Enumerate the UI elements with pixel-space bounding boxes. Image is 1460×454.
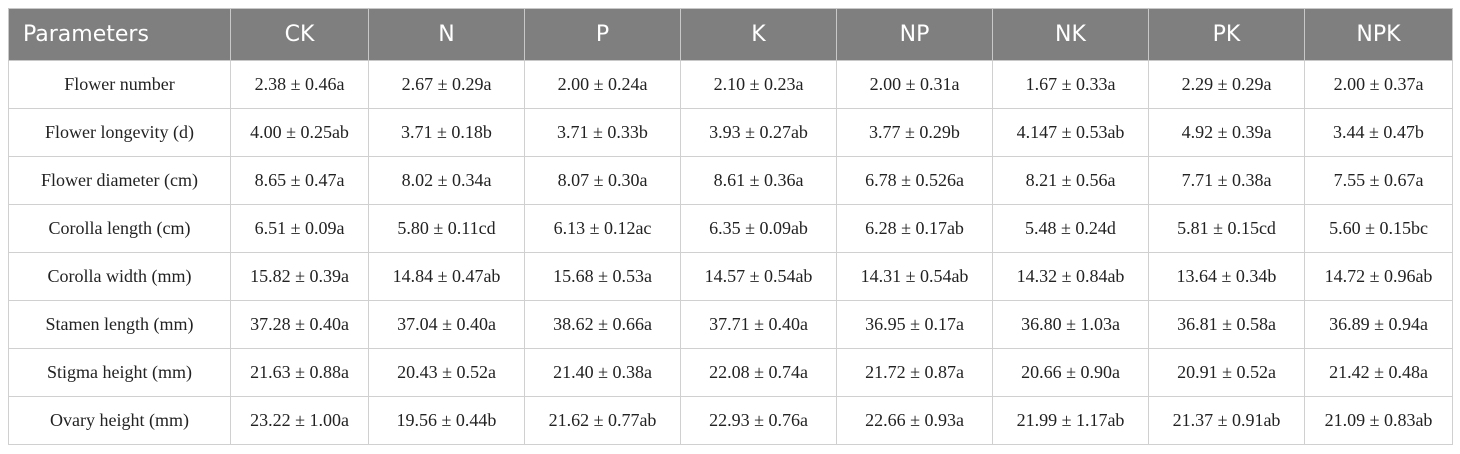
table-body: Flower number 2.38 ± 0.46a 2.67 ± 0.29a 2.0… (8, 60, 1453, 445)
table-cell: 37.04 ± 0.40a (368, 300, 525, 349)
table-cell: 21.37 ± 0.91ab (1148, 396, 1305, 445)
table-cell: 21.40 ± 0.38a (524, 348, 681, 397)
table-cell: 21.09 ± 0.83ab (1304, 396, 1453, 445)
table-cell: 2.67 ± 0.29a (368, 60, 525, 109)
table-cell: 14.32 ± 0.84ab (992, 252, 1149, 301)
table-cell: 19.56 ± 0.44b (368, 396, 525, 445)
row-label: Corolla width (mm) (8, 252, 231, 301)
table-cell: 3.93 ± 0.27ab (680, 108, 837, 157)
header-cell: PK (1148, 8, 1305, 61)
table-cell: 20.66 ± 0.90a (992, 348, 1149, 397)
table-cell: 13.64 ± 0.34b (1148, 252, 1305, 301)
table-cell: 7.55 ± 0.67a (1304, 156, 1453, 205)
table-cell: 36.95 ± 0.17a (836, 300, 993, 349)
table-cell: 21.63 ± 0.88a (230, 348, 369, 397)
table-cell: 23.22 ± 1.00a (230, 396, 369, 445)
header-row: Parameters CK N P K NP NK PK NPK (8, 8, 1453, 61)
header-cell: CK (230, 8, 369, 61)
table-cell: 8.61 ± 0.36a (680, 156, 837, 205)
table-cell: 36.80 ± 1.03a (992, 300, 1149, 349)
table-cell: 22.08 ± 0.74a (680, 348, 837, 397)
table-cell: 14.31 ± 0.54ab (836, 252, 993, 301)
row-label: Flower number (8, 60, 231, 109)
table-cell: 7.71 ± 0.38a (1148, 156, 1305, 205)
table-cell: 8.21 ± 0.56a (992, 156, 1149, 205)
table-cell: 6.13 ± 0.12ac (524, 204, 681, 253)
header-cell: NPK (1304, 8, 1453, 61)
header-cell: K (680, 8, 837, 61)
table-row: Ovary height (mm) 23.22 ± 1.00a 19.56 ± 0.… (8, 396, 1453, 445)
table-cell: 4.00 ± 0.25ab (230, 108, 369, 157)
table-cell: 1.67 ± 0.33a (992, 60, 1149, 109)
header-cell: N (368, 8, 525, 61)
row-label: Stamen length (mm) (8, 300, 231, 349)
table-cell: 2.29 ± 0.29a (1148, 60, 1305, 109)
header-cell: NP (836, 8, 993, 61)
table-cell: 36.81 ± 0.58a (1148, 300, 1305, 349)
row-label: Ovary height (mm) (8, 396, 231, 445)
table-cell: 14.84 ± 0.47ab (368, 252, 525, 301)
data-table: Parameters CK N P K NP NK PK NPK Flower number 2.… (8, 8, 1453, 445)
table-row: Flower longevity (d) 4.00 ± 0.25ab 3.71 ± … (8, 108, 1453, 157)
table-cell: 20.43 ± 0.52a (368, 348, 525, 397)
row-label: Flower diameter (cm) (8, 156, 231, 205)
table-cell: 3.71 ± 0.18b (368, 108, 525, 157)
table-cell: 38.62 ± 0.66a (524, 300, 681, 349)
table-cell: 37.71 ± 0.40a (680, 300, 837, 349)
table-row: Corolla width (mm) 15.82 ± 0.39a 14.84 ± 0… (8, 252, 1453, 301)
table-cell: 21.99 ± 1.17ab (992, 396, 1149, 445)
header-cell: Parameters (8, 8, 231, 61)
table-header: Parameters CK N P K NP NK PK NPK (8, 8, 1453, 61)
table-row: Flower diameter (cm) 8.65 ± 0.47a 8.02 ± 0… (8, 156, 1453, 205)
table-cell: 37.28 ± 0.40a (230, 300, 369, 349)
table-cell: 3.77 ± 0.29b (836, 108, 993, 157)
table-cell: 5.48 ± 0.24d (992, 204, 1149, 253)
table-cell: 5.81 ± 0.15cd (1148, 204, 1305, 253)
row-label: Flower longevity (d) (8, 108, 231, 157)
table-cell: 4.92 ± 0.39a (1148, 108, 1305, 157)
table-cell: 22.93 ± 0.76a (680, 396, 837, 445)
header-cell: P (524, 8, 681, 61)
table-row: Corolla length (cm) 6.51 ± 0.09a 5.80 ± 0.… (8, 204, 1453, 253)
table-row: Flower number 2.38 ± 0.46a 2.67 ± 0.29a 2.0… (8, 60, 1453, 109)
row-label: Corolla length (cm) (8, 204, 231, 253)
table-cell: 6.28 ± 0.17ab (836, 204, 993, 253)
table-cell: 2.10 ± 0.23a (680, 60, 837, 109)
table-row: Stigma height (mm) 21.63 ± 0.88a 20.43 ± 0… (8, 348, 1453, 397)
table-cell: 6.35 ± 0.09ab (680, 204, 837, 253)
table-cell: 3.44 ± 0.47b (1304, 108, 1453, 157)
table-cell: 14.72 ± 0.96ab (1304, 252, 1453, 301)
table-cell: 22.66 ± 0.93a (836, 396, 993, 445)
table-cell: 6.78 ± 0.526a (836, 156, 993, 205)
table-cell: 2.00 ± 0.24a (524, 60, 681, 109)
table-cell: 4.147 ± 0.53ab (992, 108, 1149, 157)
table-cell: 8.65 ± 0.47a (230, 156, 369, 205)
table-cell: 14.57 ± 0.54ab (680, 252, 837, 301)
table-cell: 5.60 ± 0.15bc (1304, 204, 1453, 253)
table-row: Stamen length (mm) 37.28 ± 0.40a 37.04 ± 0… (8, 300, 1453, 349)
table-cell: 21.42 ± 0.48a (1304, 348, 1453, 397)
table-cell: 20.91 ± 0.52a (1148, 348, 1305, 397)
table-cell: 2.00 ± 0.37a (1304, 60, 1453, 109)
table-cell: 15.82 ± 0.39a (230, 252, 369, 301)
table-cell: 8.02 ± 0.34a (368, 156, 525, 205)
header-cell: NK (992, 8, 1149, 61)
table-cell: 8.07 ± 0.30a (524, 156, 681, 205)
table-cell: 15.68 ± 0.53a (524, 252, 681, 301)
table-cell: 2.00 ± 0.31a (836, 60, 993, 109)
table-cell: 5.80 ± 0.11cd (368, 204, 525, 253)
table-cell: 3.71 ± 0.33b (524, 108, 681, 157)
table-cell: 6.51 ± 0.09a (230, 204, 369, 253)
table-cell: 21.72 ± 0.87a (836, 348, 993, 397)
table-cell: 36.89 ± 0.94a (1304, 300, 1453, 349)
row-label: Stigma height (mm) (8, 348, 231, 397)
table-cell: 2.38 ± 0.46a (230, 60, 369, 109)
table-cell: 21.62 ± 0.77ab (524, 396, 681, 445)
